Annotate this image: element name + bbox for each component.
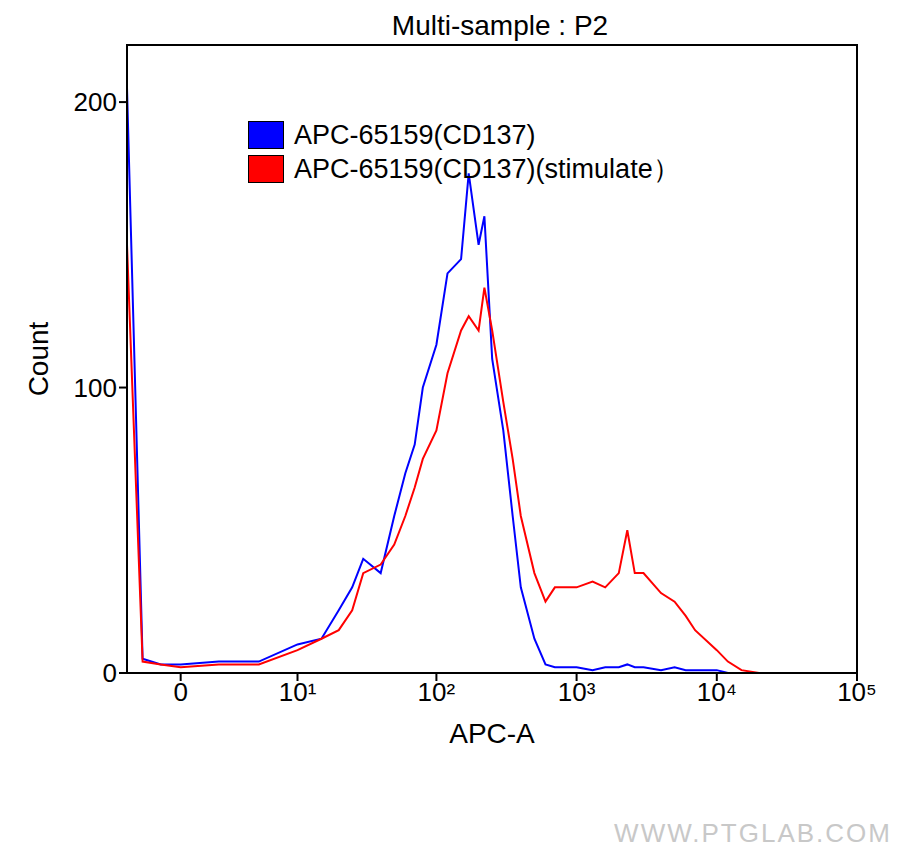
html-text:APC-65159(CD137): APC-65159(CD137) — [294, 119, 536, 150]
svg-text:200: 200 — [74, 87, 117, 117]
svg-text:100: 100 — [74, 373, 117, 403]
svg-text:10³: 10³ — [558, 677, 596, 707]
svg-text:APC-A: APC-A — [449, 718, 535, 749]
html-text:APC-65159(CD137)(stimulate）: APC-65159(CD137)(stimulate） — [294, 154, 680, 184]
svg-text:10⁵: 10⁵ — [837, 677, 877, 707]
svg-text:10²: 10² — [418, 677, 456, 707]
svg-text:Count: Count — [23, 321, 54, 396]
html-text:WWW.PTGLAB.COM: WWW.PTGLAB.COM — [614, 818, 892, 848]
svg-text:10¹: 10¹ — [279, 677, 317, 707]
svg-text:0: 0 — [173, 677, 187, 707]
svg-text:0: 0 — [103, 658, 117, 688]
svg-text:10⁴: 10⁴ — [697, 677, 737, 707]
html-text:Multi-sample : P2: Multi-sample : P2 — [391, 10, 609, 41]
